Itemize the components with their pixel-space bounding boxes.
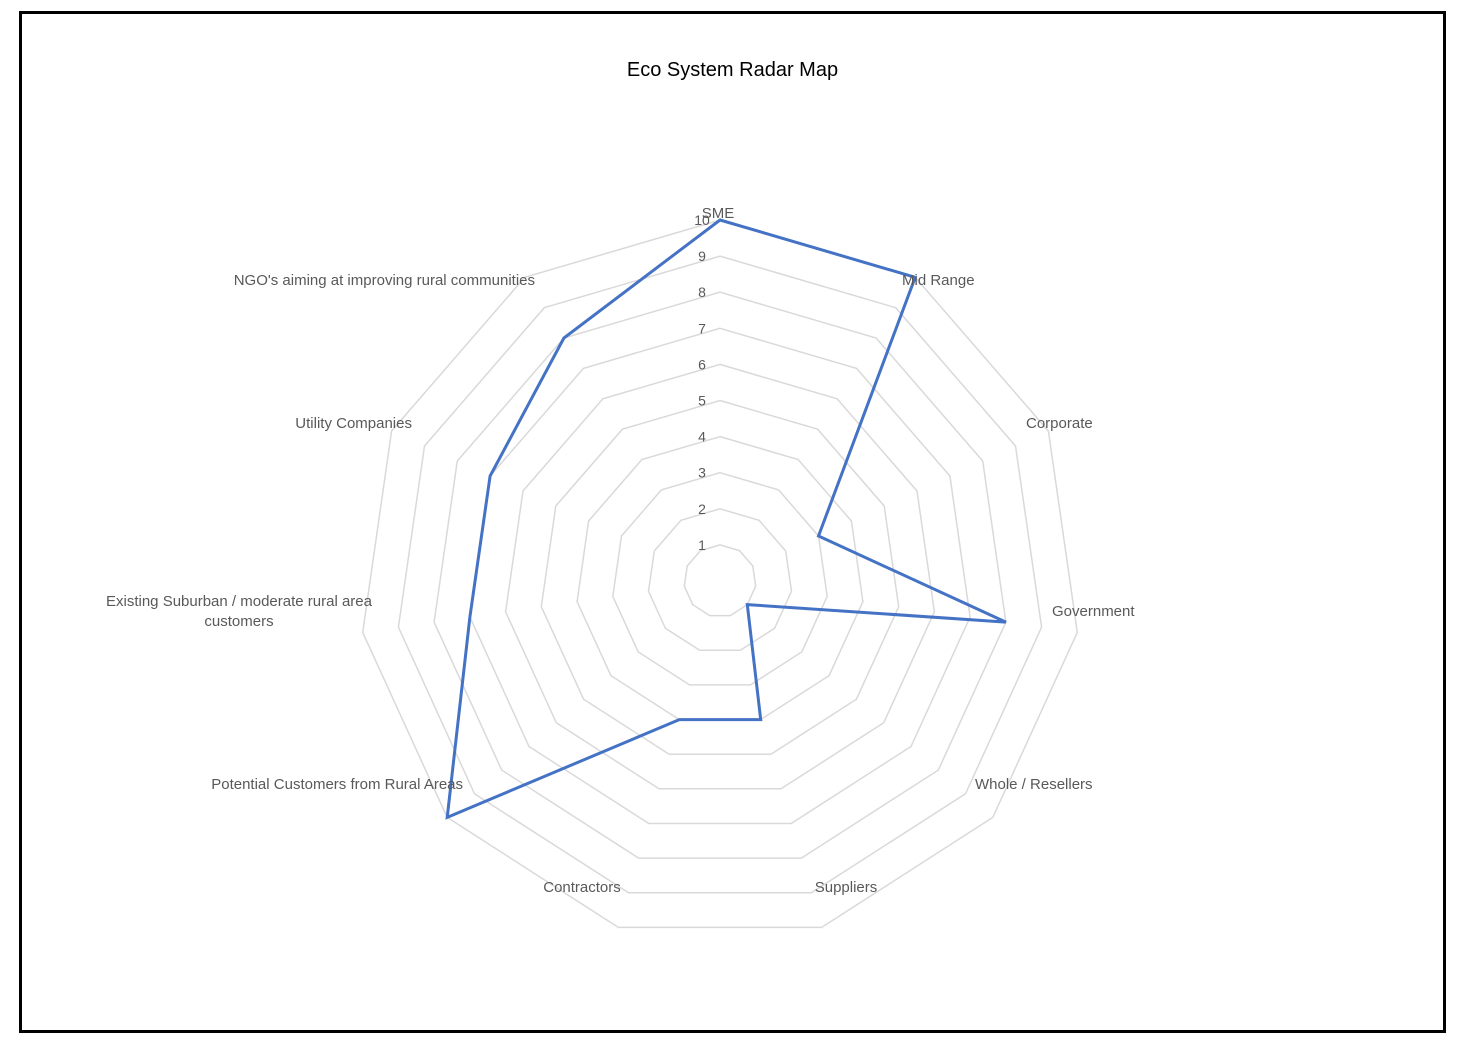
grid-ring-8 — [433, 291, 1007, 859]
grid-ring-3 — [612, 471, 828, 686]
category-label-8: Potential Customers from Rural Areas — [211, 776, 463, 793]
tick-label-4: 4 — [698, 429, 706, 445]
category-label-1: SME — [702, 205, 735, 222]
category-label-6: Suppliers — [815, 879, 878, 896]
category-label-5: Whole / Resellers — [975, 776, 1093, 793]
radar-series — [445, 218, 1007, 820]
tick-label-1: 1 — [698, 537, 706, 553]
category-label-10: Utility Companies — [295, 415, 412, 432]
series-line-1 — [445, 218, 1007, 820]
tick-label-5: 5 — [698, 393, 706, 409]
category-label-9: Existing Suburban / moderate rural area c… — [106, 593, 373, 630]
radar-grid — [361, 219, 1079, 929]
chart-title: Eco System Radar Map — [626, 59, 839, 81]
radar-tick-labels: 1 2 3 4 5 6 7 8 9 10 — [694, 212, 710, 553]
category-label-3: Corporate — [1026, 415, 1093, 432]
grid-ring-9 — [397, 255, 1043, 894]
category-label-7: Contractors — [543, 879, 621, 896]
tick-label-7: 7 — [698, 320, 706, 336]
grid-ring-10 — [361, 219, 1079, 929]
grid-ring-2 — [647, 508, 793, 652]
grid-ring-7 — [469, 327, 971, 825]
chart-area: Eco System Radar Map — [19, 11, 1446, 1033]
tick-label-10: 10 — [694, 212, 710, 228]
tick-label-2: 2 — [698, 501, 706, 517]
grid-ring-6 — [504, 363, 936, 790]
grid-ring-1 — [683, 544, 757, 617]
category-label-4: Government — [1052, 603, 1135, 620]
tick-label-8: 8 — [698, 284, 706, 300]
category-labels: SME Mid Range Corporate Government Whole / R… — [106, 205, 1135, 896]
tick-label-6: 6 — [698, 356, 706, 372]
tick-label-9: 9 — [698, 248, 706, 264]
category-label-11: NGO's aiming at improving rural communit… — [234, 272, 535, 289]
tick-label-3: 3 — [698, 465, 706, 481]
category-label-2: Mid Range — [902, 272, 975, 289]
grid-ring-4 — [576, 435, 864, 721]
grid-ring-5 — [540, 399, 900, 755]
